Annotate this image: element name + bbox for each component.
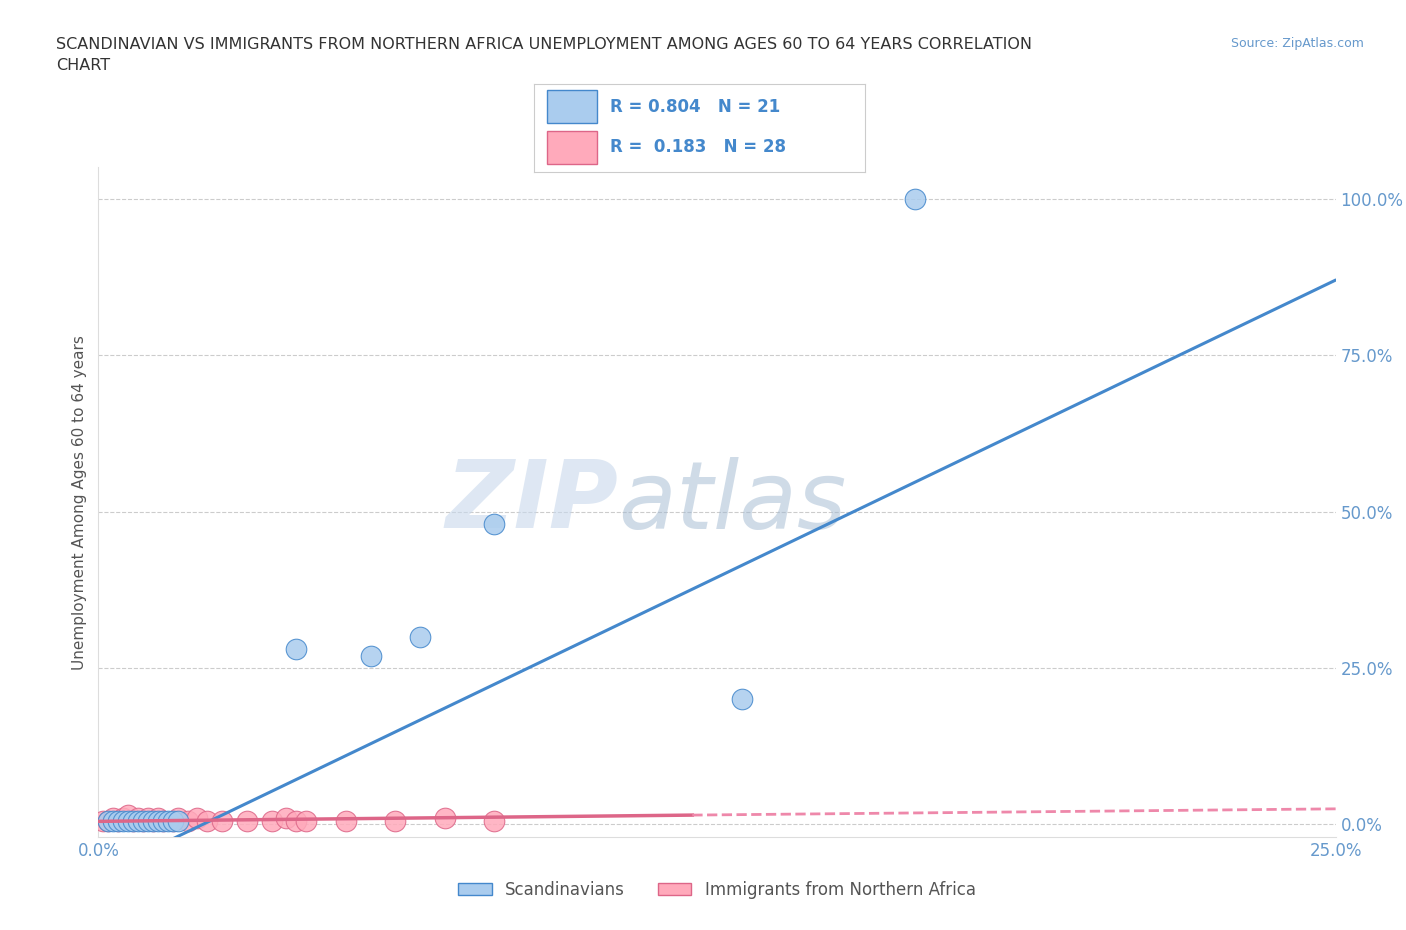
Text: R = 0.804   N = 21: R = 0.804 N = 21 — [610, 98, 780, 115]
Point — [152, 814, 174, 829]
Point — [122, 814, 145, 829]
Point — [97, 814, 120, 829]
Point — [107, 814, 129, 829]
Point — [176, 814, 198, 829]
Point — [146, 814, 169, 829]
Text: Source: ZipAtlas.com: Source: ZipAtlas.com — [1230, 37, 1364, 50]
Point — [731, 692, 754, 707]
Point — [117, 807, 139, 822]
FancyBboxPatch shape — [547, 90, 598, 124]
Point — [260, 814, 283, 829]
Point — [112, 811, 135, 826]
Point — [136, 814, 159, 829]
Point — [195, 814, 218, 829]
Point — [127, 814, 149, 829]
Point — [162, 814, 184, 829]
Point — [433, 811, 456, 826]
Text: R =  0.183   N = 28: R = 0.183 N = 28 — [610, 139, 786, 156]
FancyBboxPatch shape — [547, 130, 598, 164]
Point — [484, 814, 506, 829]
Point — [156, 814, 179, 829]
Point — [384, 814, 406, 829]
Point — [93, 814, 115, 829]
Point — [112, 814, 135, 829]
Point — [186, 811, 208, 826]
Point — [285, 814, 308, 829]
Point — [127, 811, 149, 826]
Y-axis label: Unemployment Among Ages 60 to 64 years: Unemployment Among Ages 60 to 64 years — [72, 335, 87, 670]
Point — [166, 811, 188, 826]
Point — [295, 814, 318, 829]
Point — [136, 811, 159, 826]
Point — [117, 814, 139, 829]
Point — [142, 814, 165, 829]
Point — [97, 814, 120, 829]
Text: SCANDINAVIAN VS IMMIGRANTS FROM NORTHERN AFRICA UNEMPLOYMENT AMONG AGES 60 TO 64: SCANDINAVIAN VS IMMIGRANTS FROM NORTHERN… — [56, 37, 1032, 73]
Point — [409, 630, 432, 644]
Point — [360, 648, 382, 663]
Text: atlas: atlas — [619, 457, 846, 548]
Point — [236, 814, 259, 829]
Point — [162, 814, 184, 829]
Point — [211, 814, 233, 829]
Point — [335, 814, 357, 829]
Point — [103, 811, 125, 826]
Point — [103, 814, 125, 829]
Point — [166, 814, 188, 829]
Point — [146, 811, 169, 826]
Point — [107, 814, 129, 829]
Point — [484, 517, 506, 532]
Text: ZIP: ZIP — [446, 457, 619, 548]
Point — [904, 192, 927, 206]
Point — [132, 814, 155, 829]
Point — [132, 814, 155, 829]
Point — [276, 811, 298, 826]
Point — [142, 814, 165, 829]
Legend: Scandinavians, Immigrants from Northern Africa: Scandinavians, Immigrants from Northern … — [451, 874, 983, 906]
Point — [285, 642, 308, 657]
Point — [122, 814, 145, 829]
Point — [152, 814, 174, 829]
